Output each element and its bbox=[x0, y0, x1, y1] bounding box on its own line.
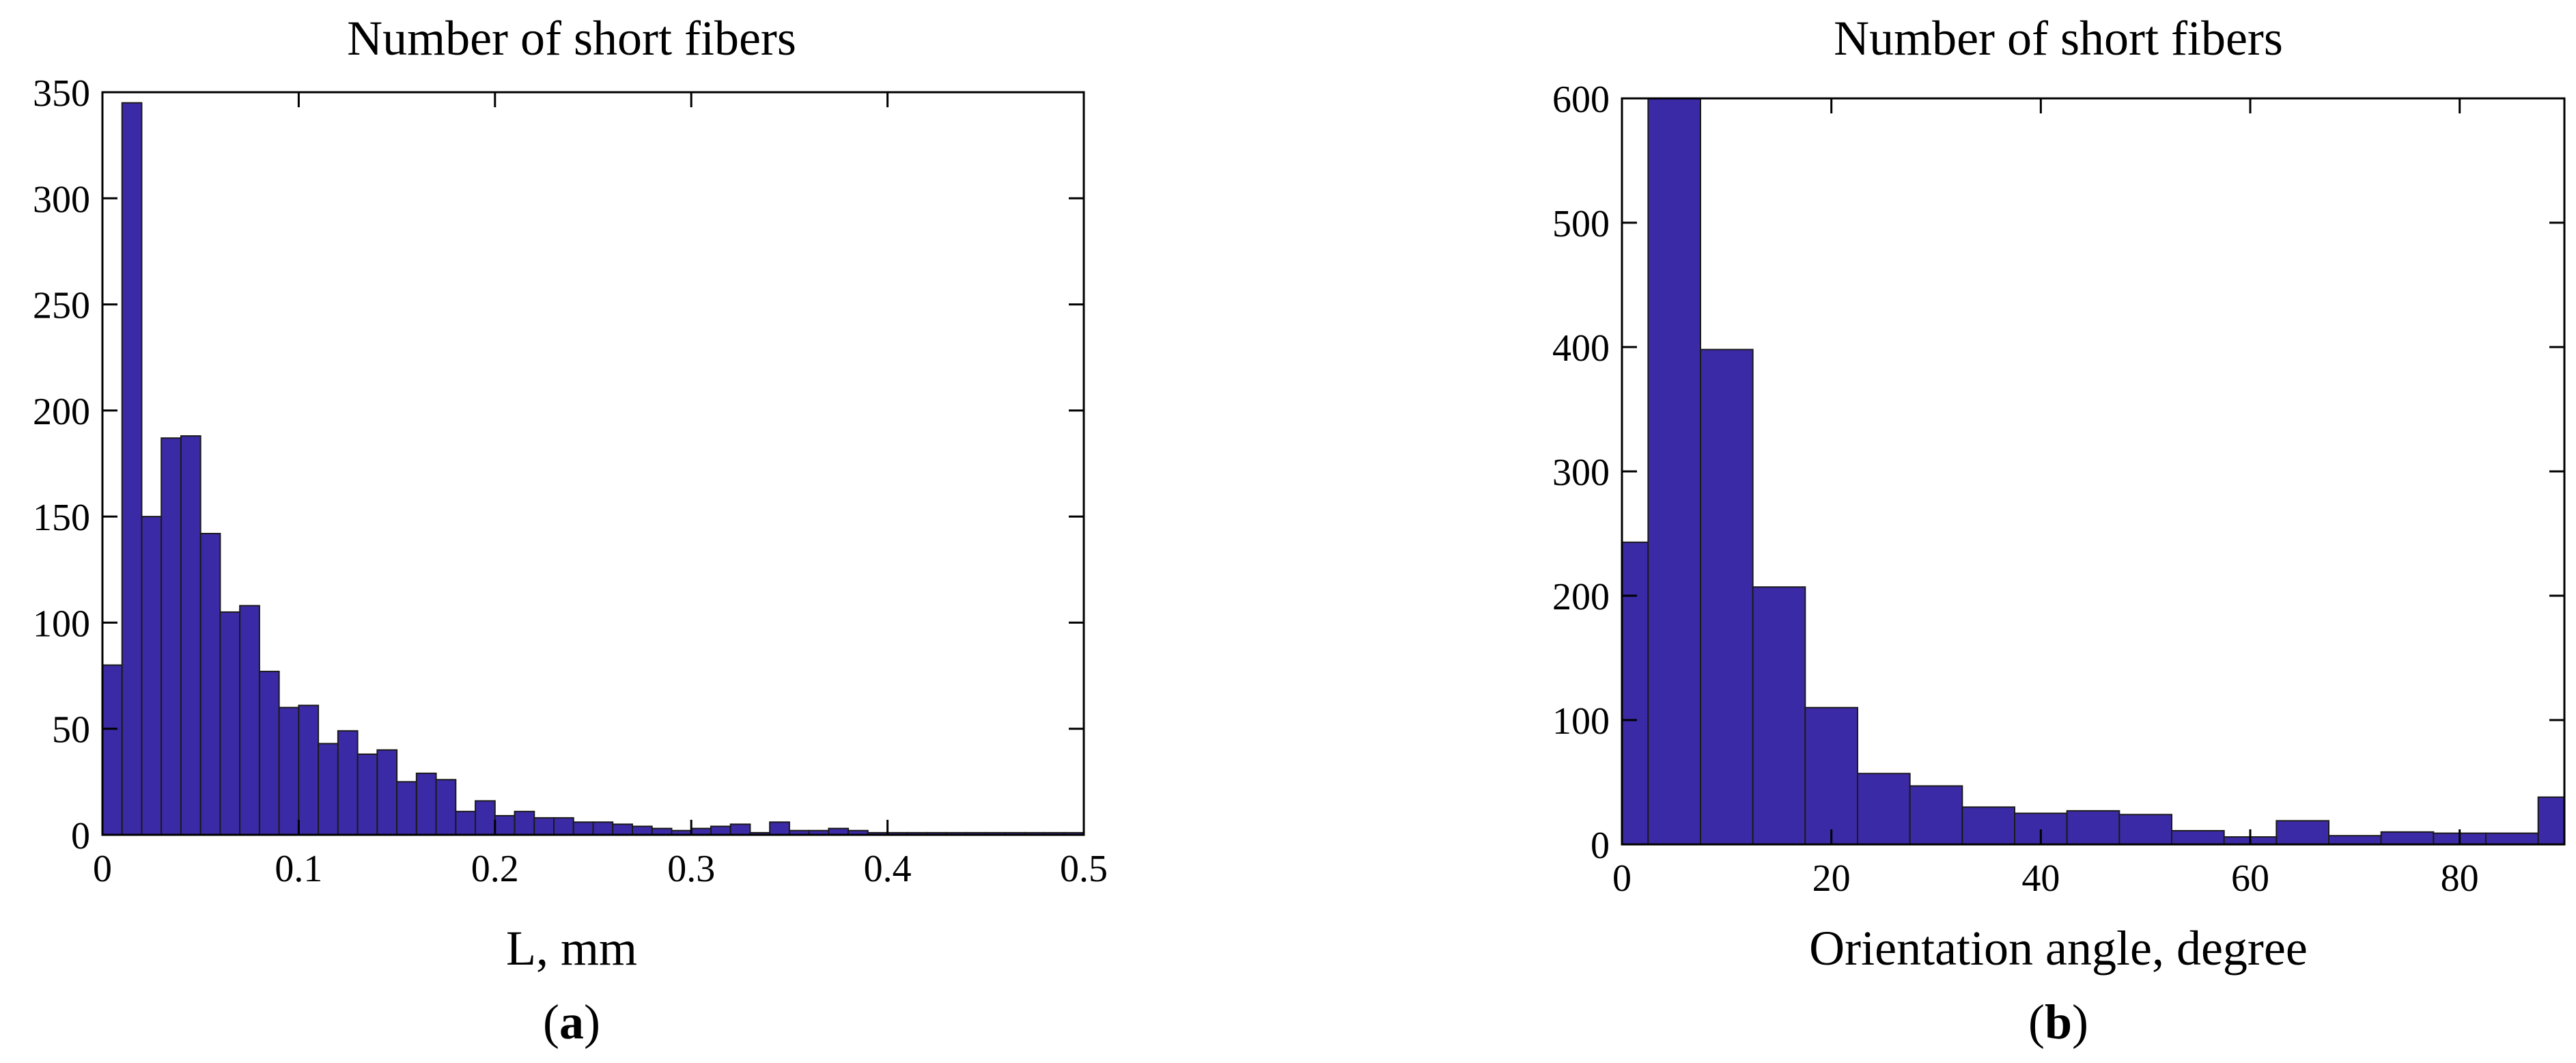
chart-b-bar bbox=[2537, 796, 2566, 845]
chart-a: Number of short fibers 0 0.1 0.2 0.3 0.4 0.50… bbox=[33, 11, 1108, 1049]
chart-a-bar bbox=[710, 825, 731, 836]
chart-a-bar bbox=[278, 706, 300, 836]
chart-a-ytick-label: 0 bbox=[71, 815, 90, 857]
chart-b-bar bbox=[2328, 835, 2382, 846]
chart-b-bar bbox=[1621, 541, 1649, 845]
chart-a-bar bbox=[475, 800, 496, 836]
chart-b-bar bbox=[2485, 832, 2539, 845]
chart-b-ticks: 0 20 40 60 80 0 100 200 300 400 500 600 bbox=[1552, 79, 2564, 900]
chart-b-caption-letter: b bbox=[2045, 995, 2072, 1049]
chart-a-xtick-label: 0.3 bbox=[667, 848, 715, 890]
chart-a-ytick-label: 250 bbox=[33, 285, 90, 327]
chart-b-title: Number of short fibers bbox=[1834, 11, 2283, 66]
chart-a-bar bbox=[572, 821, 594, 836]
chart-a-bar bbox=[121, 102, 143, 836]
chart-a-bar bbox=[239, 605, 260, 836]
chart-b-bar bbox=[2276, 820, 2329, 846]
chart-a-bar bbox=[298, 704, 320, 836]
chart-a-bar bbox=[180, 435, 201, 836]
chart-a-xtick-label: 0.4 bbox=[864, 848, 912, 890]
chart-a-xlabel: L, mm bbox=[506, 921, 637, 976]
chart-a-ytick-label: 350 bbox=[33, 72, 90, 115]
chart-a-axes-box bbox=[101, 91, 1085, 836]
chart-a-bar bbox=[592, 821, 614, 836]
chart-a-bar bbox=[258, 670, 280, 836]
chart-a-bar bbox=[455, 810, 477, 836]
chart-a-ticks: 0 0.1 0.2 0.3 0.4 0.5 0 50 100 150 200 250 300 350 bbox=[33, 72, 1108, 890]
chart-b-ytick-label: 500 bbox=[1552, 203, 1610, 245]
chart-b-bar bbox=[1647, 98, 1701, 845]
chart-b-xtick-label: 80 bbox=[2441, 857, 2479, 900]
chart-b-caption: (b) bbox=[2028, 995, 2088, 1049]
chart-a-bar bbox=[318, 743, 339, 836]
chart-b-bars bbox=[1621, 98, 2566, 846]
chart-a-bar bbox=[729, 823, 751, 836]
chart-a-bar bbox=[494, 815, 516, 836]
chart-b-bar bbox=[1752, 586, 1806, 845]
chart-a-bar bbox=[199, 532, 221, 836]
chart-a-ytick-label: 300 bbox=[33, 178, 90, 221]
chart-b-bar bbox=[2380, 831, 2435, 846]
chart-b-xlabel: Orientation angle, degree bbox=[1809, 921, 2308, 976]
chart-b-ytick-label: 400 bbox=[1552, 327, 1610, 370]
chart-a-bar bbox=[160, 437, 182, 836]
chart-a-bar bbox=[533, 817, 555, 836]
chart-b-ytick-label: 600 bbox=[1552, 79, 1610, 121]
chart-a-bar bbox=[337, 730, 359, 836]
chart-b-ytick-label: 200 bbox=[1552, 576, 1610, 618]
chart-b-bar bbox=[1804, 706, 1858, 846]
chart-a-bar bbox=[553, 817, 574, 836]
chart-a-xtick-label: 0 bbox=[93, 848, 112, 890]
chart-a-caption-letter: a bbox=[559, 995, 584, 1049]
chart-a-ytick-label: 200 bbox=[33, 391, 90, 433]
chart-a-bar bbox=[102, 664, 123, 836]
chart-a-bar bbox=[514, 810, 535, 836]
chart-b-bar bbox=[1961, 806, 2015, 846]
chart-b-xtick-label: 0 bbox=[1612, 857, 1632, 900]
chart-a-caption: (a) bbox=[543, 995, 600, 1049]
chart-a-bar bbox=[631, 825, 653, 836]
chart-a-ytick-label: 100 bbox=[33, 603, 90, 645]
chart-b-xtick-label: 20 bbox=[1812, 857, 1851, 900]
chart-b-bar bbox=[1909, 785, 1963, 845]
chart-a-bar bbox=[435, 779, 457, 836]
chart-a-bar bbox=[396, 781, 417, 836]
chart-b-ytick-label: 300 bbox=[1552, 452, 1610, 494]
chart-a-xtick-label: 0.1 bbox=[275, 848, 322, 890]
chart-a-bar bbox=[376, 749, 398, 836]
chart-a-bar bbox=[141, 516, 163, 836]
chart-b-bar bbox=[1857, 773, 1911, 846]
chart-b: Number of short fibers 0 20 40 60 80 0 100 200 3… bbox=[1552, 11, 2566, 1049]
chart-a-ytick-label: 50 bbox=[52, 709, 90, 751]
chart-b-bar bbox=[1700, 348, 1754, 845]
chart-a-bars bbox=[102, 102, 1085, 836]
chart-a-bar bbox=[769, 821, 790, 836]
chart-b-xtick-label: 60 bbox=[2231, 857, 2269, 900]
chart-a-ytick-label: 150 bbox=[33, 497, 90, 539]
chart-a-bar bbox=[219, 611, 241, 836]
chart-a-title: Number of short fibers bbox=[347, 11, 796, 66]
chart-a-xtick-label: 0.2 bbox=[471, 848, 519, 890]
chart-a-bar bbox=[356, 753, 378, 836]
chart-b-xtick-label: 40 bbox=[2021, 857, 2060, 900]
chart-b-bar bbox=[2066, 810, 2120, 845]
chart-b-bar bbox=[2171, 829, 2225, 845]
chart-b-ytick-label: 0 bbox=[1591, 825, 1610, 867]
chart-a-xtick-label: 0.5 bbox=[1060, 848, 1108, 890]
chart-a-bar bbox=[612, 823, 633, 836]
chart-b-ytick-label: 100 bbox=[1552, 700, 1610, 743]
chart-a-bar bbox=[415, 772, 437, 836]
chart-b-bar bbox=[2118, 814, 2172, 845]
